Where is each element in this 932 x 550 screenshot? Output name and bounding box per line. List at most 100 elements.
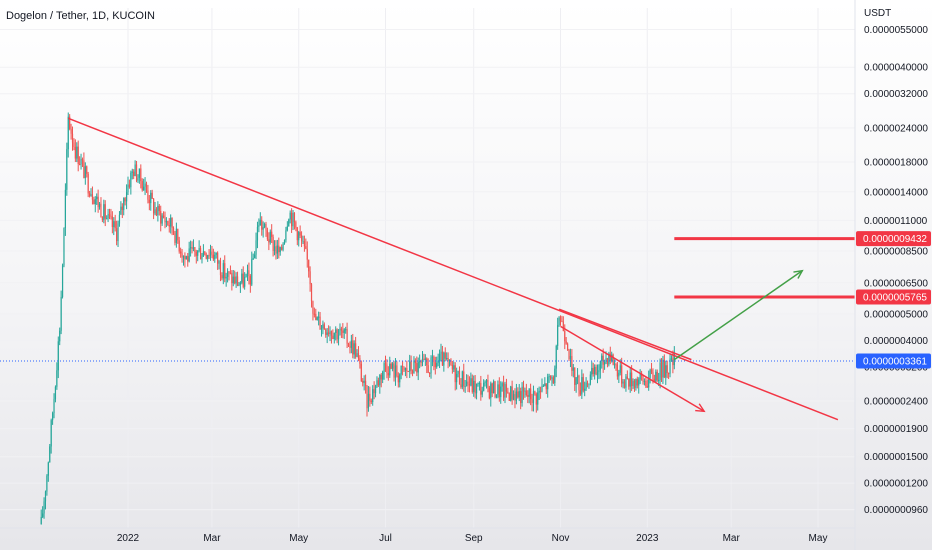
price-badge-label: 0.0000005765: [863, 293, 927, 304]
candle-body: [256, 226, 259, 241]
candle-body: [444, 352, 446, 359]
candle-body: [171, 217, 173, 228]
candle-body: [74, 146, 76, 159]
y-tick-label: 0.0000018000: [864, 157, 928, 168]
candle-body: [403, 366, 405, 371]
candle-body: [248, 270, 250, 277]
candle-body: [49, 446, 51, 463]
candle-body: [318, 316, 320, 318]
candle-body: [404, 368, 407, 371]
candle-body: [133, 171, 135, 177]
candle-body: [164, 217, 166, 223]
candle-body: [271, 231, 273, 237]
candle-body: [636, 379, 638, 386]
candle-body: [626, 376, 628, 379]
candle-body: [548, 375, 550, 377]
y-tick-label: 0.0000005000: [864, 309, 928, 320]
candle-body: [337, 335, 340, 340]
candle-body: [443, 352, 445, 366]
candle-body: [631, 372, 633, 387]
candle-body: [189, 246, 192, 249]
candle-body: [229, 272, 232, 274]
short-descending-line[interactable]: [558, 308, 692, 361]
candle-body: [608, 353, 610, 365]
candle-body: [162, 215, 165, 218]
candle-body: [416, 363, 418, 373]
candle-body: [571, 356, 573, 371]
candle-body: [333, 332, 335, 340]
candle-body: [396, 365, 398, 376]
candle-body: [541, 385, 543, 392]
candle-body: [585, 382, 587, 389]
candle-body: [475, 383, 478, 394]
candle-body: [67, 116, 69, 150]
candle-body: [323, 324, 325, 330]
candle-body: [342, 330, 344, 333]
candle-body: [383, 363, 385, 372]
price-badge: [856, 289, 931, 305]
candle-body: [212, 254, 214, 260]
candle-body: [276, 245, 278, 254]
candle-body: [242, 273, 244, 287]
candle-body: [544, 383, 546, 386]
candle-body: [350, 340, 352, 348]
candle-body: [652, 372, 654, 379]
candle-body: [584, 388, 586, 391]
candle-body: [279, 247, 281, 253]
candle-body: [219, 261, 222, 276]
candle-body: [185, 256, 187, 260]
candle-body: [167, 221, 169, 226]
candle-body: [497, 384, 499, 395]
candle-body: [40, 516, 42, 525]
bullish-projection-arrow[interactable]: [673, 270, 803, 361]
candle-body: [616, 364, 619, 377]
candle-body: [57, 341, 59, 371]
candle-body: [201, 256, 203, 260]
candle-body: [46, 475, 48, 492]
candle-body: [222, 263, 224, 279]
candle-body: [528, 388, 530, 397]
candle-body: [273, 246, 276, 251]
candle-body: [138, 168, 140, 178]
x-tick-label: 2023: [636, 533, 659, 544]
candle-body: [130, 172, 132, 188]
candle-body: [131, 171, 133, 173]
candle-body: [298, 232, 300, 241]
candle-body: [555, 345, 557, 369]
candle-body: [275, 246, 277, 254]
candle-body: [140, 168, 142, 182]
candle-body: [143, 186, 145, 191]
candle-body: [254, 254, 256, 259]
candle-body: [66, 149, 68, 190]
candle-body: [530, 388, 532, 400]
candle-body: [599, 361, 601, 371]
candle-body: [512, 394, 515, 400]
candle-body: [325, 329, 327, 335]
candle-body: [299, 232, 301, 236]
candle-body: [638, 379, 640, 386]
candle-body: [128, 184, 131, 188]
candle-body: [399, 374, 401, 383]
candle-body: [635, 379, 637, 388]
candle-body: [123, 198, 125, 210]
candle-body: [575, 377, 577, 385]
candle-body: [611, 354, 613, 362]
candle-body: [174, 233, 176, 243]
candle-body: [559, 317, 562, 321]
bearish-projection-arrow[interactable]: [560, 325, 705, 412]
candle-body: [266, 230, 269, 240]
candle-body: [312, 301, 314, 314]
candle-body: [207, 255, 209, 259]
candle-body: [281, 247, 283, 250]
candle-body: [127, 184, 129, 193]
x-tick-label: 2022: [117, 533, 140, 544]
candle-body: [362, 381, 364, 383]
candle-body: [87, 173, 89, 194]
candle-body: [535, 394, 537, 405]
candle-body: [258, 225, 260, 227]
candle-body: [251, 259, 253, 285]
main-descending-trendline[interactable]: [67, 117, 839, 421]
candle-body: [90, 194, 92, 197]
candle-body: [633, 380, 636, 388]
